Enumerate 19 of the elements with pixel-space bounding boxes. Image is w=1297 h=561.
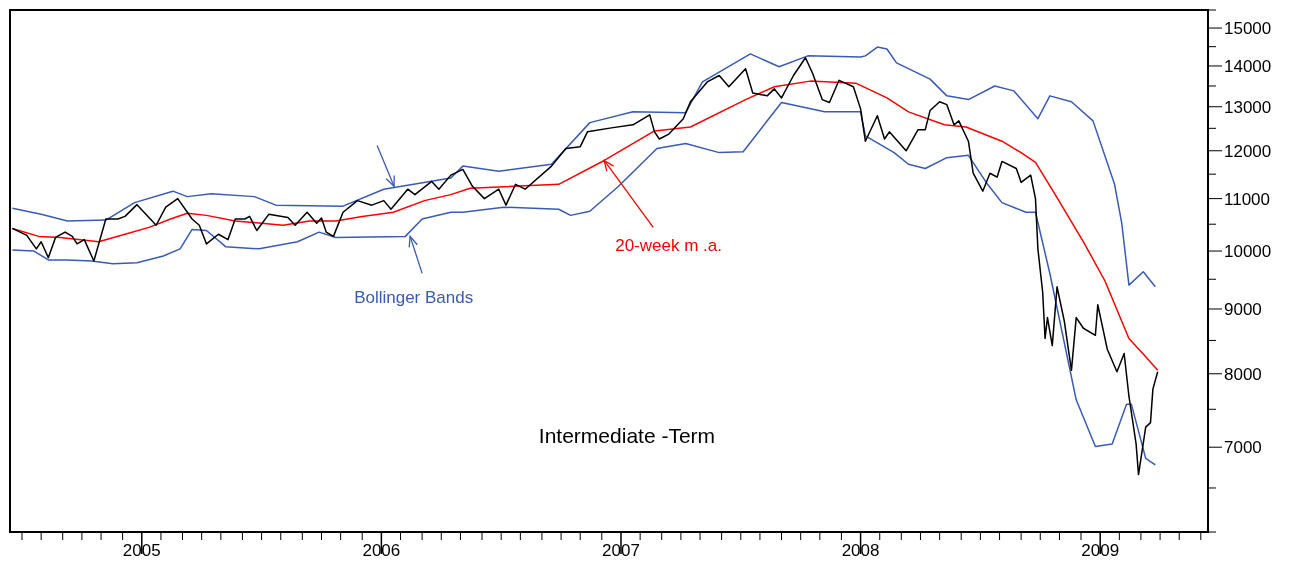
y-tick-label: 14000 [1224,56,1272,76]
x-tick-label: 2008 [841,541,880,560]
x-tick-label: 2009 [1081,541,1120,560]
y-tick-label: 7000 [1224,438,1262,458]
y-tick-label: 13000 [1224,97,1272,117]
y-tick-label: 8000 [1224,364,1262,384]
y-tick-label: 10000 [1224,242,1272,262]
x-tick-label: 2006 [362,541,401,560]
annotation: Bollinger Bands [354,288,474,308]
line-series [11,46,1157,288]
y-tick-label: 9000 [1224,299,1262,319]
y-tick-label: 15000 [1224,19,1272,39]
x-tick-label: 2005 [122,541,161,560]
y-tick-label: 12000 [1224,141,1272,161]
text: Intermediate -Term [538,424,716,448]
annotation: 20-week m .a. [615,236,722,256]
line-series [11,80,1159,372]
x-tick-label: 2007 [602,541,640,560]
y-tick-label: 11000 [1224,189,1271,209]
